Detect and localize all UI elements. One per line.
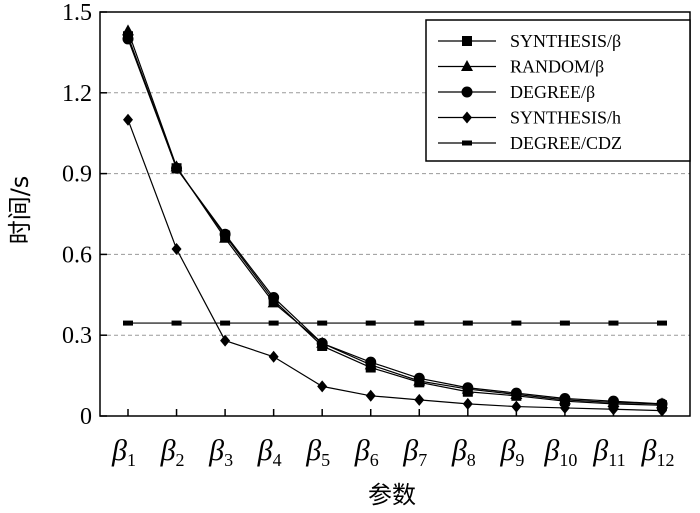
series-4 [123,320,667,326]
series-3-point-3 [268,350,279,363]
series-2-point-10 [607,395,619,407]
series-3-point-7 [462,397,473,410]
series-3-point-6 [414,393,425,406]
series-4-point-4 [317,320,328,326]
series-2-point-8 [510,387,522,399]
legend-marker-3 [462,111,472,124]
y-tick-label-0: 0 [80,404,92,430]
series-2-point-4 [316,337,328,349]
x-tick-label-5: β6 [354,434,379,470]
series-2 [122,33,668,410]
series-2-point-0 [122,33,134,45]
series-2-point-2 [219,228,231,240]
x-axis-title: 参数 [368,481,416,509]
legend-item-0: SYNTHESIS/β [438,31,621,51]
x-tick-label-0: β1 [111,434,136,470]
series-3-point-1 [171,243,182,256]
series-4-point-6 [414,320,425,326]
x-tick-label-10: β11 [592,434,625,470]
series-4-point-1 [171,320,182,326]
y-tick-label-5: 1.5 [62,0,92,26]
series-2-point-7 [462,382,474,394]
legend-label-2: DEGREE/β [510,82,595,102]
legend-marker-2 [461,86,473,98]
x-tick-label-4: β5 [305,434,330,470]
series-3-point-5 [365,389,376,402]
series-1-point-0 [122,24,134,36]
legend-item-4: DEGREE/CDZ [438,133,622,153]
series-4-point-7 [462,320,473,326]
tick-labels: 0 0.3 0.6 0.9 1.2 1.5 β1 β2 β3 β4 β5 β6 β7 β8 β9 β10 β11… [62,0,674,470]
series-2-point-6 [413,372,425,384]
legend-marker-4 [462,140,472,146]
x-tick-label-9: β10 [543,434,577,470]
series-2-point-1 [171,162,183,174]
x-tick-label-1: β2 [160,434,185,470]
legend: SYNTHESIS/β RANDOM/β DEGREE/β SYNTHESIS/h DE… [425,19,691,162]
series-line-2 [127,38,663,405]
legend-marker-0 [462,36,472,46]
series-3-point-8 [511,400,522,413]
series-3-point-9 [559,401,570,414]
series-4-point-2 [220,320,231,326]
y-tick-label-4: 1.2 [62,81,92,107]
y-tick-label-3: 0.9 [62,162,92,188]
series-line-0 [127,36,663,406]
series-2-point-3 [268,291,280,303]
series-3 [123,113,667,417]
legend-label-3: SYNTHESIS/h [510,108,621,128]
legend-item-2: DEGREE/β [438,82,595,102]
series-line-3 [127,119,663,412]
y-tick-label-2: 0.6 [62,242,92,268]
x-tick-label-7: β8 [451,434,476,470]
x-tick-label-6: β7 [402,434,427,470]
y-tick-label-1: 0.3 [62,323,92,349]
series-2-point-5 [365,356,377,368]
series-4-point-10 [608,320,619,326]
legend-marker-1 [461,60,473,71]
series-4-point-8 [511,320,522,326]
x-tick-label-2: β3 [208,434,233,470]
legend-label-1: RANDOM/β [510,57,604,77]
series-3-point-4 [317,380,328,393]
series-group [122,24,668,417]
x-tick-label-11: β12 [641,434,675,470]
series-4-point-3 [268,320,279,326]
series-3-point-11 [657,404,667,417]
series-4-point-5 [365,320,376,326]
series-2-point-11 [656,398,668,410]
legend-label-0: SYNTHESIS/β [510,31,621,51]
series-4-point-0 [123,320,133,326]
legend-item-1: RANDOM/β [438,57,604,77]
series-4-point-9 [559,320,570,326]
series-3-point-2 [220,334,231,347]
legend-item-3: SYNTHESIS/h [438,108,621,128]
legend-label-4: DEGREE/CDZ [510,133,622,153]
x-tick-label-8: β9 [499,434,524,470]
x-tick-label-3: β4 [257,434,282,470]
y-axis-title: 时间/s [6,176,34,245]
series-3-point-10 [608,403,619,416]
plot-frame [99,11,691,417]
series-3-point-0 [123,113,133,126]
series-line-1 [127,30,663,405]
series-2-point-9 [559,392,571,404]
series-4-point-11 [657,320,667,326]
